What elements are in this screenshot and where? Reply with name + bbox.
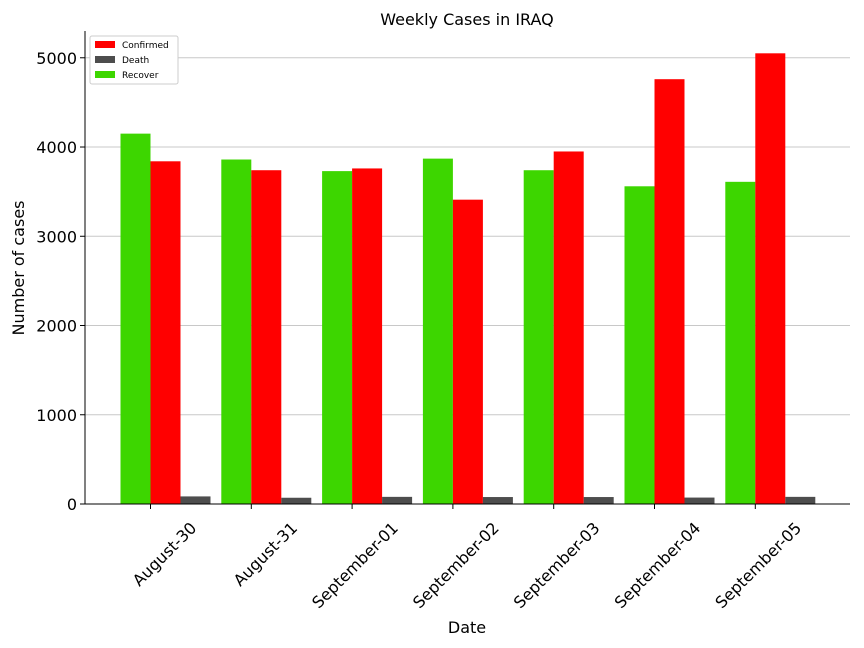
bar-death: [684, 497, 715, 504]
legend-label-recover: Recover: [122, 71, 159, 81]
bar-confirmed: [150, 161, 181, 505]
bar-recover: [322, 171, 353, 504]
y-tick-label: 4000: [36, 138, 77, 157]
y-tick-label: 0: [67, 495, 77, 514]
bar-death: [281, 497, 312, 504]
y-tick-label: 5000: [36, 49, 77, 68]
bar-confirmed: [654, 79, 685, 505]
bar-recover: [221, 159, 252, 504]
bar-death: [382, 496, 413, 504]
bar-confirmed: [553, 151, 584, 504]
x-axis-label: Date: [448, 618, 486, 637]
y-tick-label: 2000: [36, 317, 77, 336]
bar-death: [482, 497, 513, 504]
bar-death: [785, 496, 816, 504]
x-tick-label: September-04: [611, 518, 705, 612]
x-tick-label: September-05: [711, 518, 805, 612]
legend: Confirmed Death Recover: [89, 35, 179, 85]
bar-death: [583, 497, 614, 504]
chart-title: Weekly Cases in IRAQ: [380, 10, 554, 29]
x-tick-label: August-30: [129, 518, 201, 590]
x-tick-label: September-03: [510, 518, 604, 612]
bar-recover: [725, 181, 756, 504]
legend-label-confirmed: Confirmed: [122, 41, 169, 51]
legend-swatch-confirmed: [95, 41, 115, 48]
y-tick-label: 3000: [36, 227, 77, 246]
bars: [120, 53, 816, 505]
legend-label-death: Death: [122, 56, 149, 66]
y-axis-label: Number of cases: [9, 201, 28, 336]
y-tick-label: 1000: [36, 406, 77, 425]
legend-swatch-death: [95, 56, 115, 63]
x-tick-label: September-02: [409, 518, 503, 612]
x-tick-label: September-01: [308, 518, 402, 612]
bar-confirmed: [251, 170, 282, 504]
bar-confirmed: [755, 53, 786, 505]
bar-recover: [422, 158, 453, 504]
bar-confirmed: [452, 199, 483, 504]
bar-recover: [624, 186, 655, 504]
x-tick-label: August-31: [230, 518, 302, 590]
bar-recover: [523, 170, 554, 504]
bar-confirmed: [352, 168, 383, 504]
bar-death: [180, 496, 211, 504]
bar-recover: [120, 133, 151, 504]
legend-swatch-recover: [95, 71, 115, 78]
